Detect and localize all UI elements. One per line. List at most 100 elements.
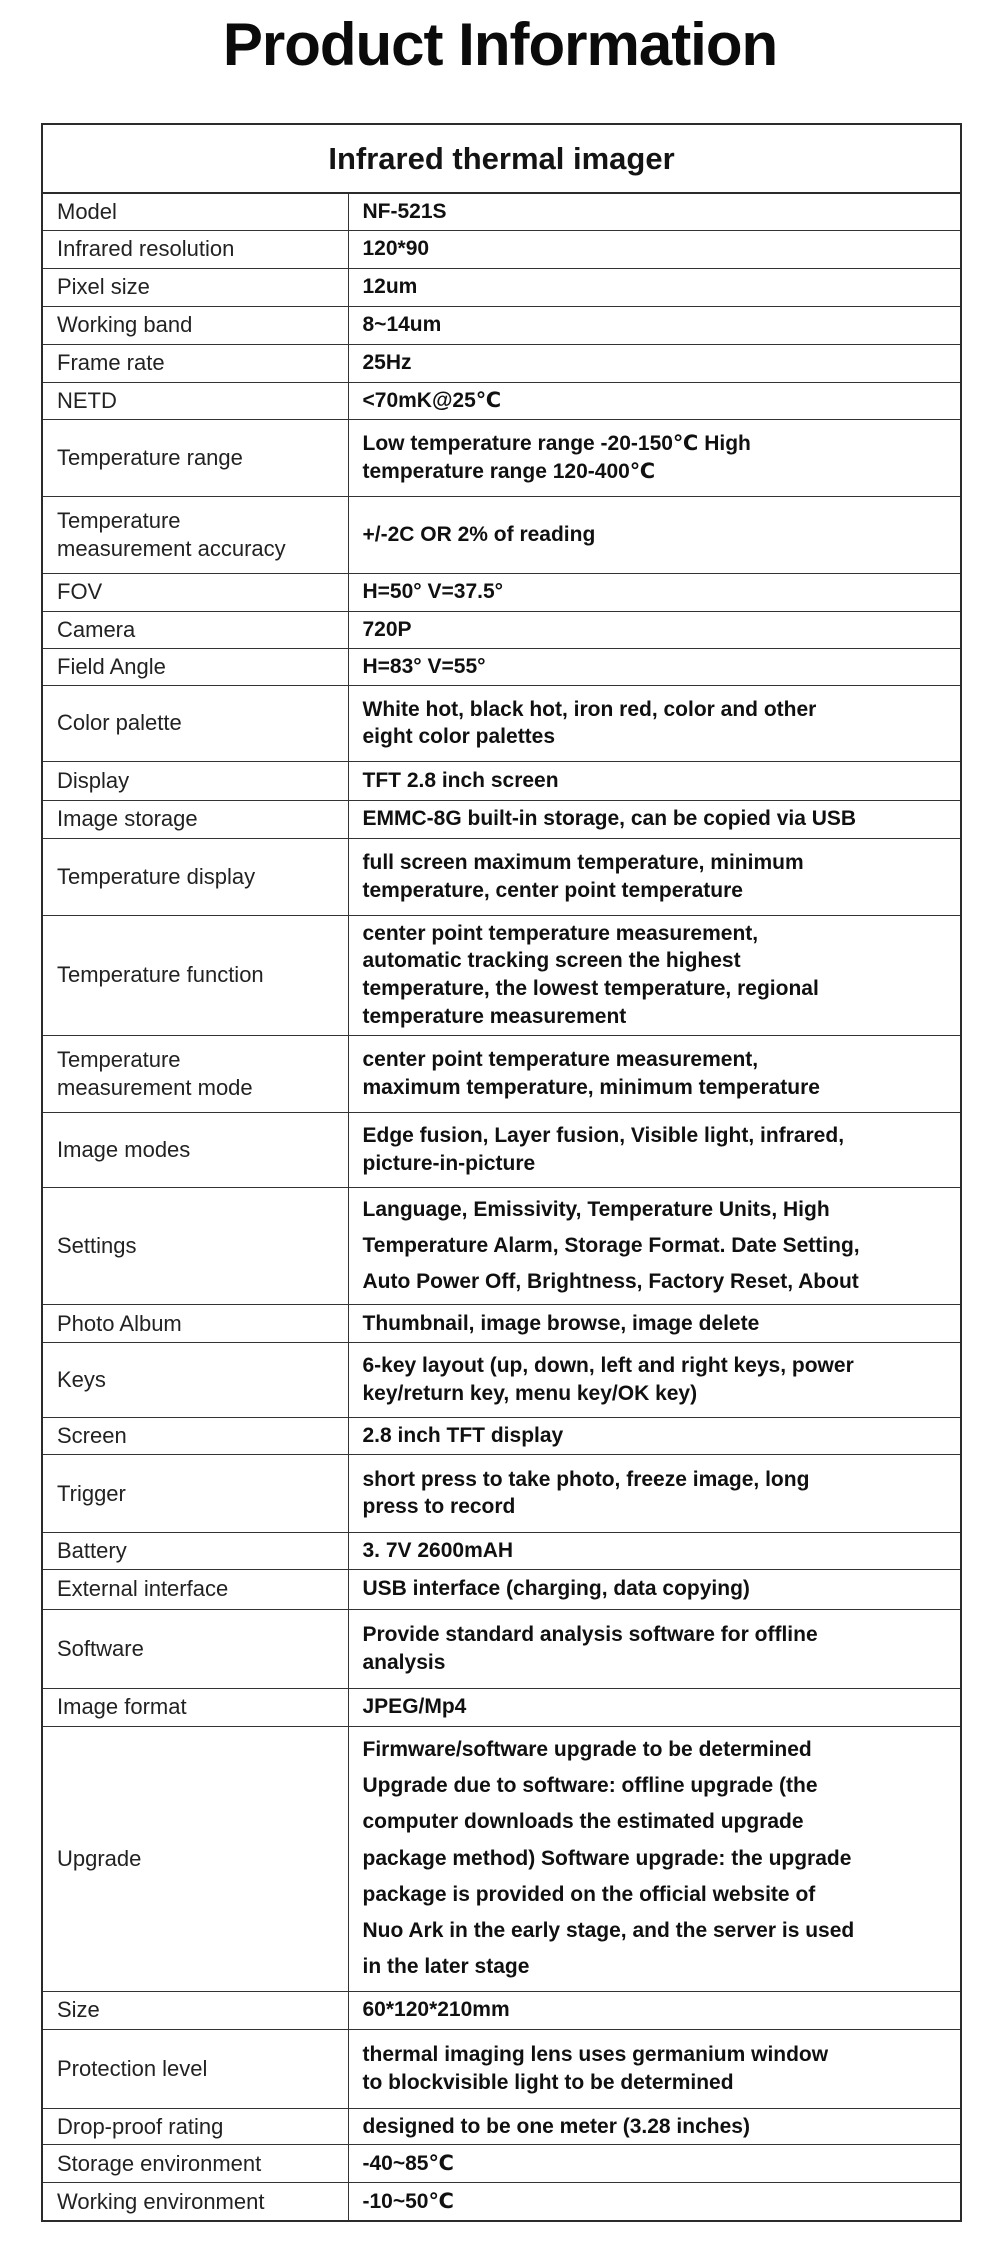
spec-label: Upgrade: [41, 1725, 349, 1992]
spec-label: Screen: [41, 1416, 349, 1455]
spec-value: White hot, black hot, iron red, color an…: [347, 684, 962, 762]
spec-value: 2.8 inch TFT display: [347, 1416, 962, 1455]
spec-value: 6-key layout (up, down, left and right k…: [347, 1341, 962, 1418]
spec-value: center point temperature measurement, ma…: [347, 1034, 962, 1113]
table-row: Working band 8~14um: [41, 305, 962, 345]
spec-value: 120*90: [347, 229, 962, 269]
table-row: Storage environment -40~85℃: [41, 2144, 962, 2184]
table-row: Image storage EMMC-8G built-in storage, …: [41, 799, 962, 839]
spec-value: <70mK@25℃: [347, 381, 962, 420]
page-title: Product Information: [222, 11, 778, 78]
spec-label: Temperature measurement mode: [41, 1034, 349, 1113]
table-row: Size 60*120*210mm: [41, 1990, 962, 2030]
spec-label: Photo Album: [41, 1303, 349, 1343]
spec-value: Low temperature range -20-150℃ High temp…: [347, 418, 962, 497]
spec-label: Temperature display: [41, 837, 349, 916]
table-row: Image format JPEG/Mp4: [41, 1687, 962, 1727]
spec-value: thermal imaging lens uses germanium wind…: [347, 2028, 962, 2109]
spec-label: Keys: [41, 1341, 349, 1418]
table-row: Camera 720P: [41, 610, 962, 649]
table-row: Image modes Edge fusion, Layer fusion, V…: [41, 1111, 962, 1188]
spec-value: Firmware/software upgrade to be determin…: [347, 1725, 962, 1992]
table-row: Frame rate 25Hz: [41, 343, 962, 383]
spec-value: USB interface (charging, data copying): [347, 1568, 962, 1610]
spec-value: center point temperature measurement, au…: [347, 914, 962, 1036]
spec-value: Thumbnail, image browse, image delete: [347, 1303, 962, 1343]
spec-label: Infrared resolution: [41, 229, 349, 269]
table-row: Screen 2.8 inch TFT display: [41, 1416, 962, 1455]
table-row: Temperature measurement accuracy +/-2C O…: [41, 495, 962, 574]
spec-label: Working environment: [41, 2182, 349, 2222]
spec-value: Provide standard analysis software for o…: [347, 1608, 962, 1689]
spec-value: 12um: [347, 267, 962, 307]
table-row: Software Provide standard analysis softw…: [41, 1608, 962, 1689]
spec-label: Model: [41, 192, 349, 231]
spec-label: Temperature measurement accuracy: [41, 495, 349, 574]
table-row: Upgrade Firmware/software upgrade to be …: [41, 1725, 962, 1992]
spec-label: Temperature range: [41, 418, 349, 497]
spec-value: NF-521S: [347, 192, 962, 231]
table-row: Display TFT 2.8 inch screen: [41, 760, 962, 801]
spec-value: JPEG/Mp4: [347, 1687, 962, 1727]
spec-value: 25Hz: [347, 343, 962, 383]
table-row: Temperature measurement mode center poin…: [41, 1034, 962, 1113]
table-row: Photo Album Thumbnail, image browse, ima…: [41, 1303, 962, 1343]
table-row: Trigger short press to take photo, freez…: [41, 1453, 962, 1533]
table-row: Temperature function center point temper…: [41, 914, 962, 1036]
spec-value: 720P: [347, 610, 962, 649]
spec-value: short press to take photo, freeze image,…: [347, 1453, 962, 1533]
spec-label: NETD: [41, 381, 349, 420]
table-header: Infrared thermal imager: [41, 123, 962, 194]
spec-value: H=50° V=37.5°: [347, 572, 962, 612]
spec-label: Image format: [41, 1687, 349, 1727]
spec-label: Temperature function: [41, 914, 349, 1036]
spec-value: Language, Emissivity, Temperature Units,…: [347, 1186, 962, 1305]
spec-value: EMMC-8G built-in storage, can be copied …: [347, 799, 962, 839]
spec-value: full screen maximum temperature, minimum…: [347, 837, 962, 916]
spec-label: Image storage: [41, 799, 349, 839]
table-row: Model NF-521S: [41, 192, 962, 231]
spec-table: Infrared thermal imager Model NF-521S In…: [41, 123, 962, 2222]
spec-label: External interface: [41, 1568, 349, 1610]
table-row: Color palette White hot, black hot, iron…: [41, 684, 962, 762]
table-row: Battery 3. 7V 2600mAH: [41, 1531, 962, 1570]
spec-value: 60*120*210mm: [347, 1990, 962, 2030]
spec-label: Camera: [41, 610, 349, 649]
spec-label: Frame rate: [41, 343, 349, 383]
spec-label: Color palette: [41, 684, 349, 762]
spec-label: Settings: [41, 1186, 349, 1305]
table-row: FOV H=50° V=37.5°: [41, 572, 962, 612]
spec-value: -10~50℃: [347, 2182, 962, 2222]
spec-table-body: Model NF-521S Infrared resolution 120*90…: [41, 192, 962, 2222]
spec-label: Software: [41, 1608, 349, 1689]
table-row: Settings Language, Emissivity, Temperatu…: [41, 1186, 962, 1305]
table-row: External interface USB interface (chargi…: [41, 1568, 962, 1610]
spec-label: FOV: [41, 572, 349, 612]
spec-label: Drop-proof rating: [41, 2107, 349, 2146]
table-row: NETD <70mK@25℃: [41, 381, 962, 420]
spec-value: 8~14um: [347, 305, 962, 345]
spec-value: designed to be one meter (3.28 inches): [347, 2107, 962, 2146]
spec-label: Working band: [41, 305, 349, 345]
table-row: Temperature display full screen maximum …: [41, 837, 962, 916]
spec-value: -40~85℃: [347, 2144, 962, 2184]
table-row: Keys 6-key layout (up, down, left and ri…: [41, 1341, 962, 1418]
spec-label: Image modes: [41, 1111, 349, 1188]
table-row: Drop-proof rating designed to be one met…: [41, 2107, 962, 2146]
spec-label: Storage environment: [41, 2144, 349, 2184]
table-row: Field Angle H=83° V=55°: [41, 647, 962, 686]
table-row: Temperature range Low temperature range …: [41, 418, 962, 497]
spec-label: Trigger: [41, 1453, 349, 1533]
table-row: Infrared resolution 120*90: [41, 229, 962, 269]
table-row: Protection level thermal imaging lens us…: [41, 2028, 962, 2109]
spec-value: 3. 7V 2600mAH: [347, 1531, 962, 1570]
spec-value: Edge fusion, Layer fusion, Visible light…: [347, 1111, 962, 1188]
spec-label: Size: [41, 1990, 349, 2030]
spec-value: +/-2C OR 2% of reading: [347, 495, 962, 574]
table-row: Working environment -10~50℃: [41, 2182, 962, 2222]
spec-label: Display: [41, 760, 349, 801]
spec-label: Pixel size: [41, 267, 349, 307]
spec-label: Battery: [41, 1531, 349, 1570]
table-row: Pixel size 12um: [41, 267, 962, 307]
